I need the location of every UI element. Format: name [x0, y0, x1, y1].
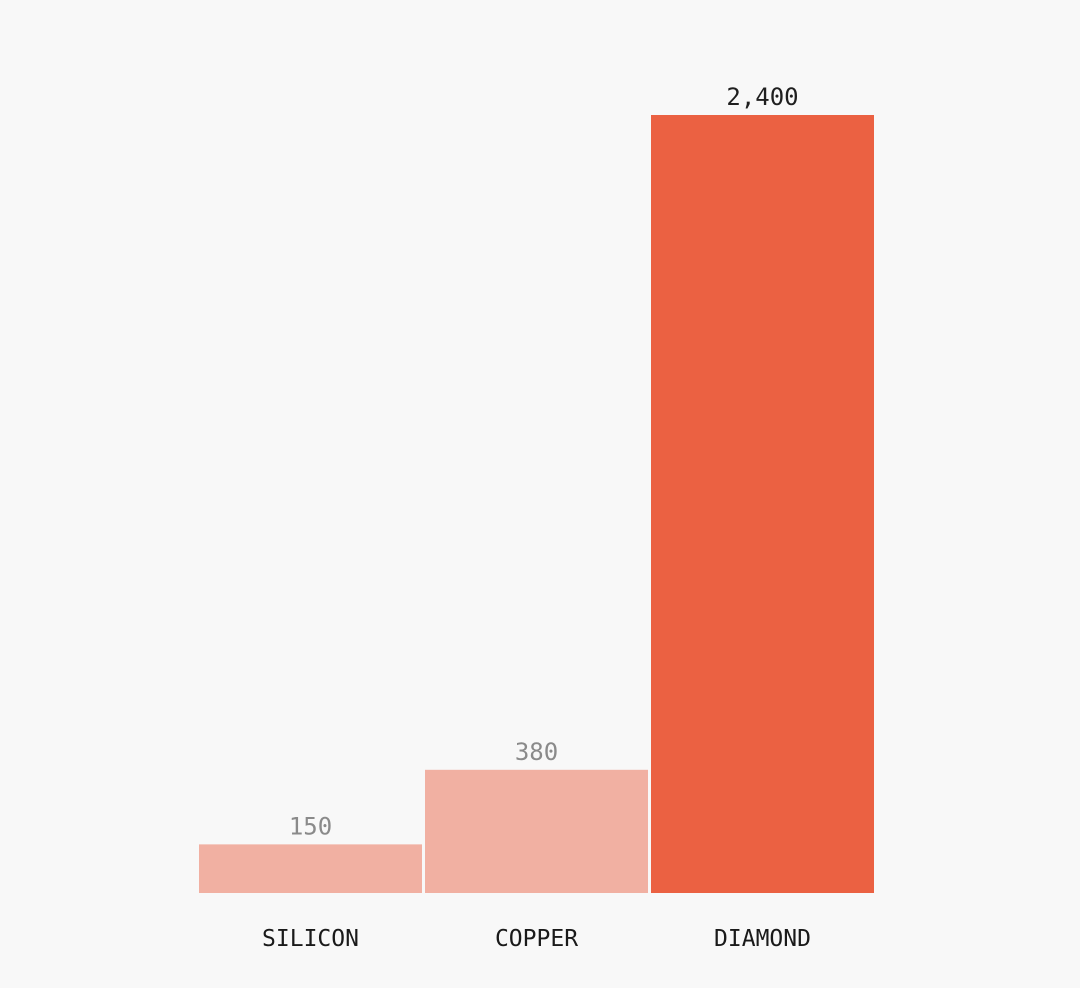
- value-label-silicon: 150: [289, 812, 332, 840]
- value-label-copper: 380: [515, 738, 558, 766]
- value-label-diamond: 2,400: [726, 83, 798, 111]
- bar-diamond: [651, 115, 874, 893]
- bars-group: [199, 115, 874, 893]
- category-labels-group: SILICON COPPER DIAMOND: [262, 926, 811, 952]
- category-label-copper: COPPER: [495, 926, 578, 952]
- value-labels-group: 150 380 2,400: [289, 83, 799, 840]
- bar-silicon: [199, 844, 422, 893]
- category-label-silicon: SILICON: [262, 926, 359, 952]
- bar-copper: [425, 769, 648, 893]
- category-label-diamond: DIAMOND: [714, 926, 811, 952]
